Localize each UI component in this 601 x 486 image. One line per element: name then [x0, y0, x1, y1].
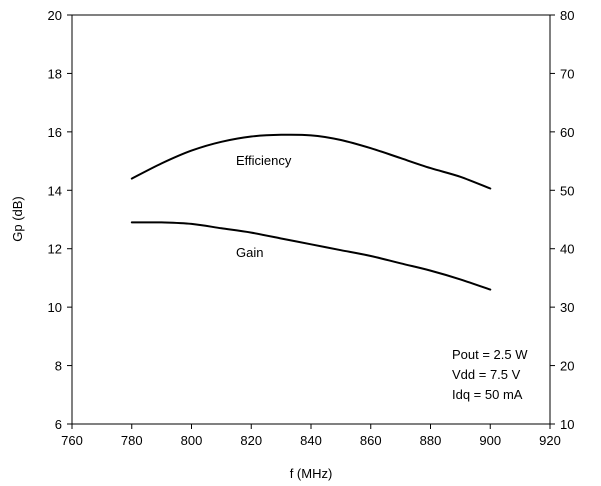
x-tick-label: 860 — [360, 433, 382, 448]
y-tick-label: 14 — [48, 183, 62, 198]
y2-tick-label: 70 — [560, 66, 574, 81]
y-tick-label: 18 — [48, 66, 62, 81]
annotation-vdd: Vdd = 7.5 V — [452, 367, 521, 382]
annotation-idq: Idq = 50 mA — [452, 387, 523, 402]
y2-axis-ticks: 10 20 30 40 50 60 70 80 — [550, 8, 574, 432]
y2-tick-label: 40 — [560, 242, 574, 257]
x-tick-label: 840 — [300, 433, 322, 448]
y-tick-label: 10 — [48, 300, 62, 315]
y-tick-label: 20 — [48, 8, 62, 23]
y-axis-ticks: 6 8 10 12 14 16 18 20 — [48, 8, 72, 432]
y2-tick-label: 10 — [560, 417, 574, 432]
y-tick-label: 12 — [48, 242, 62, 257]
y2-tick-label: 60 — [560, 125, 574, 140]
x-tick-label: 880 — [420, 433, 442, 448]
x-tick-label: 800 — [181, 433, 203, 448]
x-tick-label: 760 — [61, 433, 83, 448]
y-tick-label: 8 — [55, 359, 62, 374]
x-tick-label: 820 — [240, 433, 262, 448]
y2-tick-label: 80 — [560, 8, 574, 23]
series-layer — [130, 133, 492, 291]
y2-tick-label: 30 — [560, 300, 574, 315]
y-tick-label: 6 — [55, 417, 62, 432]
x-tick-label: 920 — [539, 433, 561, 448]
x-axis-label: f (MHz) — [290, 466, 333, 481]
annotation-pout: Pout = 2.5 W — [452, 347, 528, 362]
y-tick-label: 16 — [48, 125, 62, 140]
y2-tick-label: 50 — [560, 183, 574, 198]
series-line-gain — [130, 221, 492, 291]
x-axis-ticks: 760 780 800 820 840 860 880 900 920 — [61, 424, 561, 448]
y-axis-label: Gp (dB) — [10, 196, 25, 242]
efficiency-curve-label: Efficiency — [236, 153, 292, 168]
gain-curve-label: Gain — [236, 245, 263, 260]
y2-tick-label: 20 — [560, 359, 574, 374]
plot-area-frame — [71, 14, 551, 425]
x-tick-label: 780 — [121, 433, 143, 448]
series-line-efficiency — [130, 133, 492, 190]
x-tick-label: 900 — [479, 433, 501, 448]
